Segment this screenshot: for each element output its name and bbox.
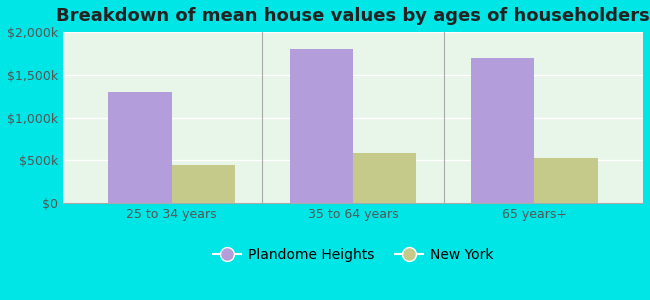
Title: Breakdown of mean house values by ages of householders: Breakdown of mean house values by ages o… bbox=[56, 7, 650, 25]
Bar bbox=[109, 92, 172, 203]
Bar bbox=[289, 49, 353, 203]
Legend: Plandome Heights, New York: Plandome Heights, New York bbox=[207, 243, 499, 268]
Bar bbox=[172, 164, 235, 203]
Bar bbox=[534, 158, 598, 203]
Bar bbox=[353, 153, 417, 203]
Bar bbox=[471, 58, 534, 203]
